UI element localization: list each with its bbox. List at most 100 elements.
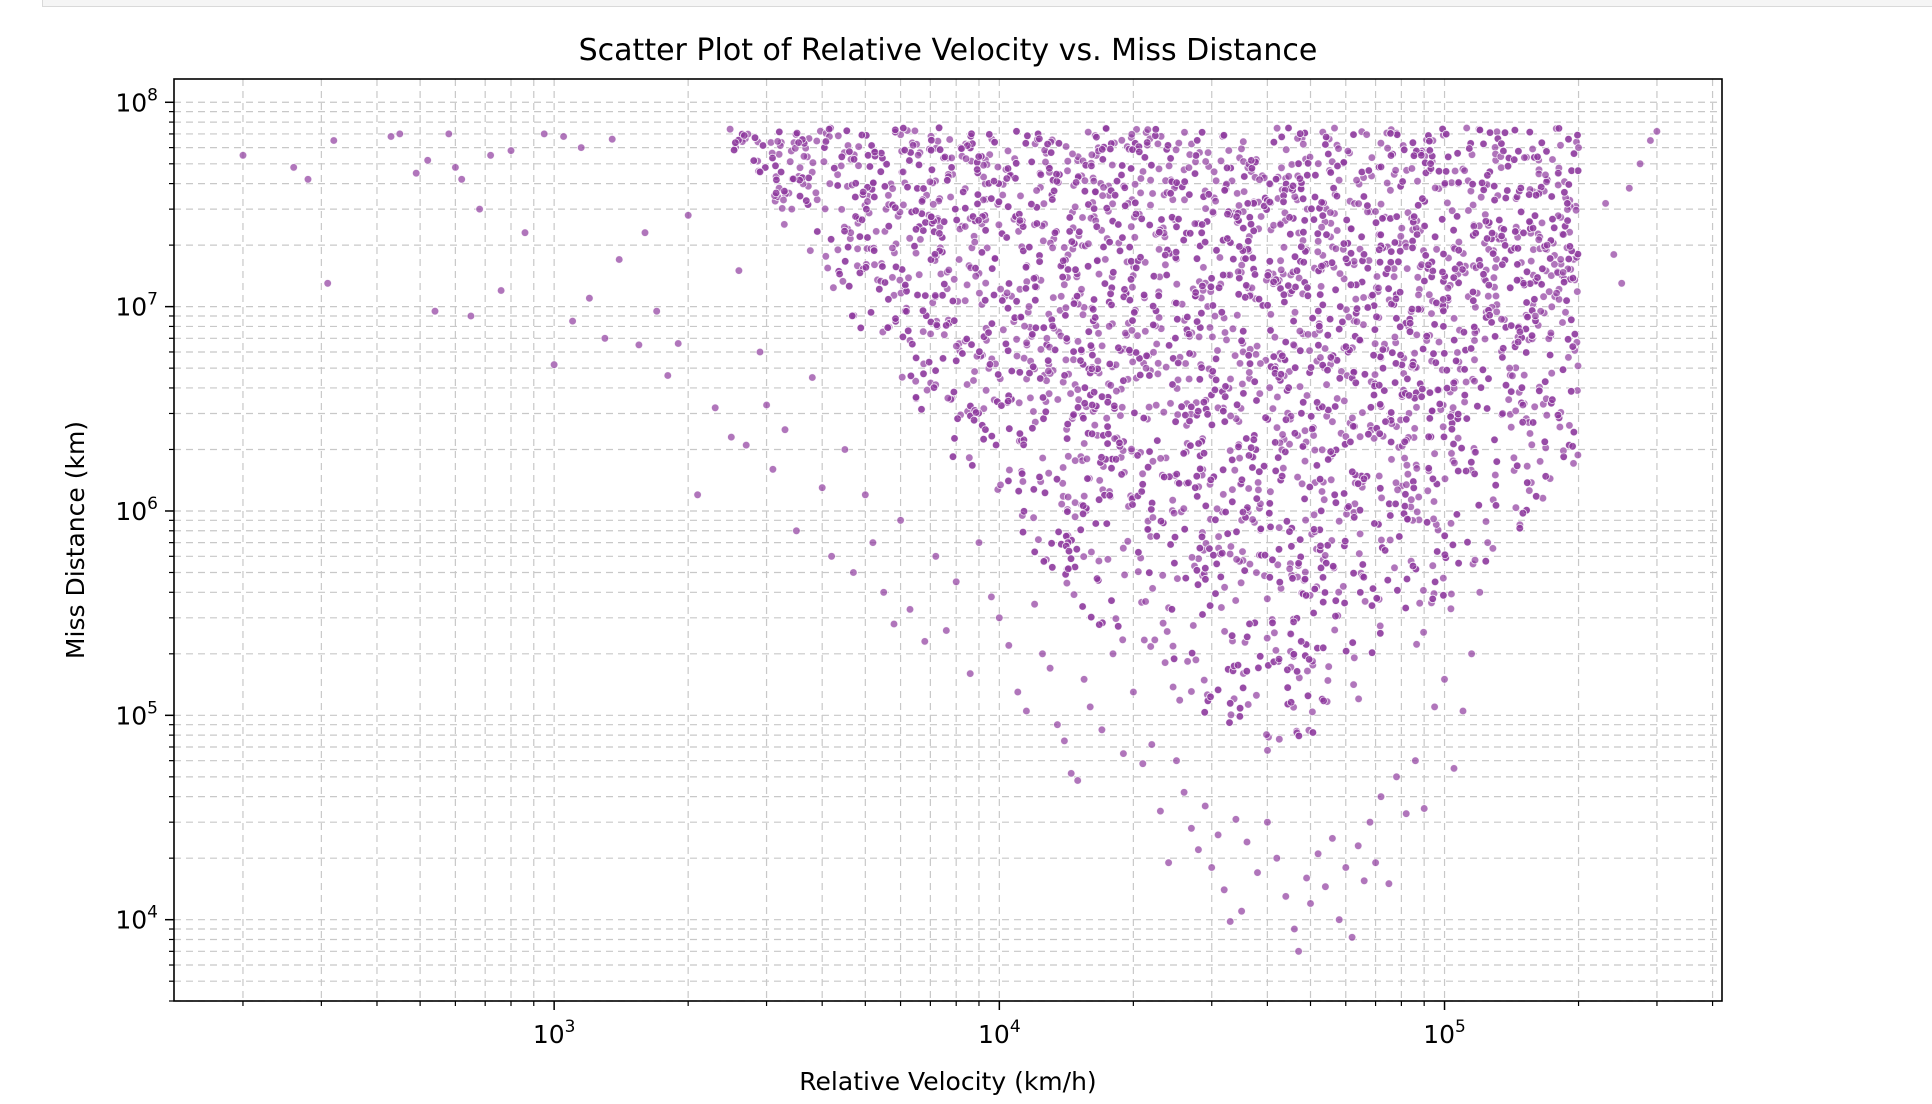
scatter-point bbox=[466, 311, 476, 321]
scatter-point bbox=[1098, 155, 1107, 164]
scatter-point bbox=[1377, 535, 1386, 545]
scatter-point bbox=[1136, 188, 1145, 198]
scatter-point bbox=[1192, 492, 1202, 501]
scatter-point bbox=[952, 577, 961, 586]
scatter-point bbox=[1221, 507, 1230, 517]
scatter-point bbox=[1126, 275, 1136, 284]
scatter-point bbox=[1238, 507, 1248, 517]
scatter-point bbox=[1420, 221, 1429, 231]
scatter-point bbox=[1087, 429, 1097, 438]
scatter-point bbox=[1363, 201, 1372, 210]
scatter-point bbox=[1511, 503, 1521, 512]
scatter-point bbox=[1219, 490, 1228, 499]
scatter-point bbox=[1237, 336, 1246, 345]
scatter-point bbox=[1229, 254, 1238, 264]
scatter-points bbox=[238, 123, 1662, 956]
scatter-point bbox=[1252, 396, 1261, 405]
scatter-point bbox=[1063, 507, 1072, 516]
scatter-point bbox=[990, 254, 1000, 263]
scatter-point bbox=[1156, 454, 1165, 463]
scatter-point bbox=[1164, 161, 1174, 171]
scatter-point bbox=[1546, 328, 1556, 338]
scatter-point bbox=[914, 150, 923, 160]
scatter-point bbox=[1306, 412, 1316, 421]
scatter-point bbox=[729, 145, 739, 155]
scatter-point bbox=[1295, 535, 1305, 544]
scatter-point bbox=[1233, 311, 1242, 320]
scatter-point bbox=[1027, 199, 1036, 209]
scatter-point bbox=[1359, 474, 1369, 484]
scatter-point bbox=[1022, 338, 1031, 347]
scatter-point bbox=[1374, 381, 1384, 390]
y-tick-label: 108 bbox=[115, 85, 158, 117]
scatter-point bbox=[792, 526, 801, 535]
scatter-point bbox=[863, 197, 872, 206]
scatter-point bbox=[1030, 547, 1039, 557]
scatter-point bbox=[1031, 323, 1040, 332]
scatter-point bbox=[1374, 245, 1384, 254]
scatter-point bbox=[1193, 407, 1203, 416]
scatter-point bbox=[1326, 208, 1335, 217]
scatter-point bbox=[1226, 374, 1235, 384]
scatter-point bbox=[1392, 130, 1402, 139]
scatter-point bbox=[872, 227, 881, 236]
scatter-point bbox=[823, 263, 832, 273]
scatter-point bbox=[779, 195, 788, 205]
scatter-point bbox=[1138, 480, 1147, 489]
scatter-point bbox=[1047, 539, 1056, 548]
scatter-point bbox=[731, 138, 740, 147]
scatter-point bbox=[833, 245, 843, 254]
scatter-point bbox=[1315, 322, 1324, 331]
scatter-point bbox=[1564, 180, 1573, 189]
scatter-point bbox=[1012, 127, 1021, 136]
scatter-point bbox=[608, 134, 617, 144]
scatter-point bbox=[1490, 332, 1500, 341]
scatter-point bbox=[475, 204, 484, 214]
scatter-point bbox=[1437, 215, 1447, 224]
scatter-point bbox=[778, 204, 787, 213]
scatter-point bbox=[1238, 683, 1248, 693]
scatter-point bbox=[1478, 365, 1488, 374]
scatter-point bbox=[1454, 278, 1463, 287]
scatter-point bbox=[794, 138, 803, 147]
scatter-point bbox=[1313, 229, 1322, 238]
scatter-point bbox=[1438, 295, 1448, 304]
scatter-point bbox=[1125, 346, 1134, 355]
scatter-point bbox=[994, 220, 1004, 229]
scatter-point bbox=[1271, 466, 1280, 476]
scatter-point bbox=[1256, 212, 1266, 221]
scatter-point bbox=[1226, 542, 1236, 551]
scatter-point bbox=[1447, 206, 1457, 215]
scatter-point bbox=[994, 197, 1004, 206]
scatter-point bbox=[1419, 586, 1428, 595]
scatter-point bbox=[1625, 183, 1634, 193]
scatter-point bbox=[1211, 375, 1221, 385]
scatter-point bbox=[1135, 147, 1144, 157]
scatter-point bbox=[1248, 253, 1257, 263]
scatter-point bbox=[1060, 243, 1069, 252]
scatter-point bbox=[1080, 186, 1090, 196]
scatter-point bbox=[869, 246, 879, 255]
scatter-point bbox=[1171, 298, 1181, 308]
scatter-point bbox=[1376, 199, 1386, 209]
scatter-point bbox=[1418, 194, 1427, 203]
scatter-point bbox=[1348, 422, 1358, 431]
scatter-point bbox=[1414, 492, 1423, 502]
scatter-point bbox=[1063, 156, 1072, 166]
scatter-point bbox=[1238, 379, 1247, 389]
scatter-point bbox=[1164, 341, 1174, 350]
scatter-point bbox=[1330, 402, 1340, 411]
scatter-point bbox=[1023, 131, 1032, 140]
scatter-point bbox=[1045, 164, 1054, 173]
scatter-point bbox=[1501, 193, 1510, 203]
scatter-point bbox=[1413, 273, 1422, 282]
scatter-point bbox=[1282, 517, 1292, 526]
scatter-point bbox=[1305, 346, 1314, 355]
scatter-point bbox=[1443, 198, 1452, 208]
scatter-point bbox=[802, 196, 811, 205]
scatter-point bbox=[1115, 246, 1125, 256]
scatter-point bbox=[1391, 499, 1400, 509]
scatter-point bbox=[1231, 815, 1241, 824]
scatter-point bbox=[1097, 145, 1107, 154]
scatter-point bbox=[1303, 283, 1312, 292]
